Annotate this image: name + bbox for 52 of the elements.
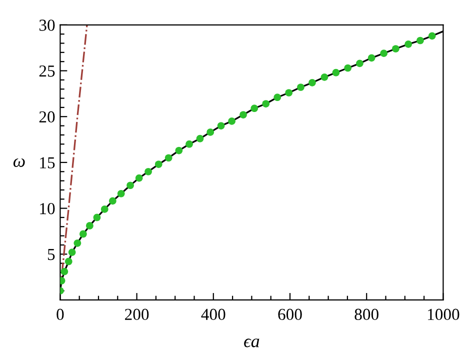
point [117,190,125,198]
x-tick-label: 0 [56,308,64,320]
point [332,68,340,76]
point [154,160,162,168]
point [206,128,214,136]
point [164,154,172,162]
point [285,89,293,96]
y-tick-label: 30 [39,20,55,31]
x-tick-label: 600 [278,308,302,320]
point [68,248,76,256]
point [404,40,412,48]
point [320,74,328,81]
point [93,214,101,222]
point [126,182,134,190]
point [64,258,72,266]
point [74,239,82,247]
y-tick-label: 15 [40,157,55,168]
point [186,140,193,148]
point [344,64,352,72]
point [60,268,68,276]
point [262,100,270,108]
point [250,104,258,112]
point [80,230,87,238]
point [108,197,116,205]
point [380,50,388,58]
point [217,122,225,130]
x-tick-label: 400 [201,308,226,320]
point [175,146,183,154]
y-tick-label: 20 [39,111,55,123]
point [240,111,247,118]
x-tick-label: 1000 [428,308,460,320]
point [297,84,304,91]
y-tick-label: 5 [48,249,55,260]
x-axis-title: ϵa [244,338,260,348]
point [428,32,436,40]
point [308,79,316,86]
x-tick-label: 800 [354,308,378,320]
point [144,168,152,176]
point [356,60,364,68]
point [368,54,376,62]
y-tick-label: 25 [39,66,55,77]
point [274,94,282,102]
x-tick-label: 200 [125,308,149,320]
y-axis-title: ω [13,158,25,167]
point [392,45,400,52]
point [86,222,94,230]
point [196,134,204,142]
point [100,206,108,213]
point [135,174,143,182]
point [228,118,236,125]
point [416,36,424,44]
y-tick-label: 10 [40,202,55,214]
